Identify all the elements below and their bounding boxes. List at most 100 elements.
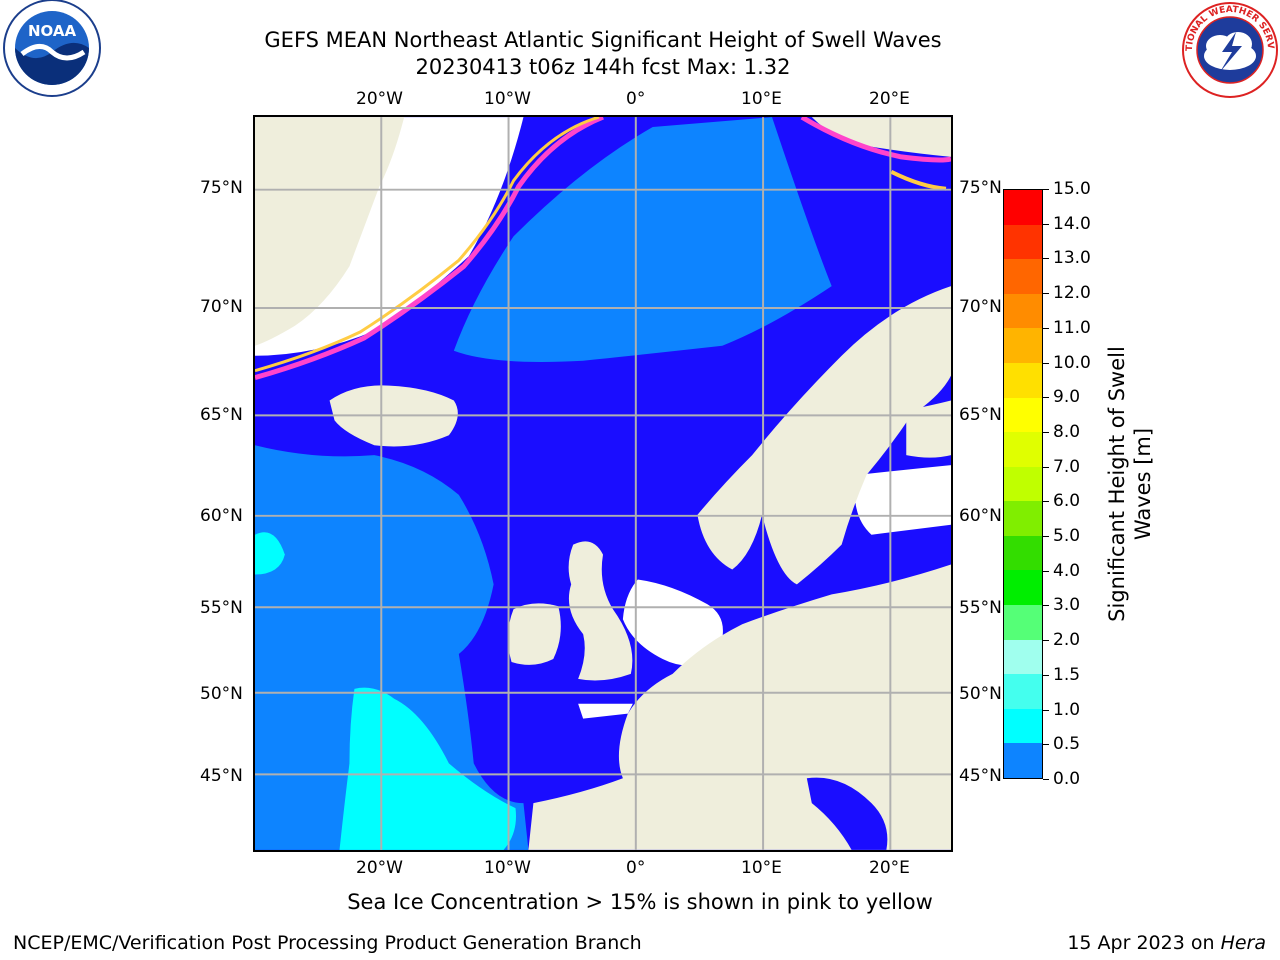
colorbar-tick-label: 0.0 [1053, 769, 1081, 789]
colorbar-segment [1004, 570, 1042, 607]
colorbar-segment [1004, 259, 1042, 295]
credit-text: NCEP/EMC/Verification Post Processing Pr… [13, 932, 642, 954]
colorbar-segment [1004, 535, 1042, 572]
colorbar-segment [1004, 190, 1042, 226]
colorbar-tick-label: 12.0 [1053, 283, 1091, 304]
continental-europe-land [528, 564, 951, 850]
lon-label-bottom-20e: 20°E [869, 858, 910, 878]
sea-ice-svalbard-edge [800, 117, 951, 163]
colorbar-tick-mark [1043, 362, 1049, 364]
colorbar-tick-mark [1043, 536, 1049, 538]
colorbar-tick-label: 0.5 [1053, 734, 1081, 755]
colorbar-label-line2: Waves [m] [1131, 427, 1155, 541]
colorbar-segment [1004, 293, 1042, 330]
nws-logo: NATIONAL WEATHER SERVICE [1176, 0, 1280, 100]
colorbar-segment [1004, 224, 1042, 261]
lat-label-right-70n: 70°N [959, 297, 1002, 317]
colorbar-segment [1004, 708, 1042, 745]
colorbar-tick-mark [1043, 744, 1049, 746]
lon-label-bottom-20w: 20°W [356, 858, 403, 878]
lon-label-top-10w: 10°W [484, 89, 531, 109]
colorbar-segment [1004, 743, 1042, 778]
lat-label-left-60n: 60°N [200, 506, 243, 526]
colorbar-segment [1004, 328, 1042, 364]
colorbar-tick-label: 11.0 [1053, 317, 1091, 338]
colorbar-segment [1004, 605, 1042, 641]
colorbar-tick-mark [1043, 327, 1049, 329]
sea-ice-svalbard-edge-outer [890, 170, 947, 191]
lat-label-right-75n: 75°N [959, 178, 1002, 198]
lat-label-left-70n: 70°N [200, 297, 243, 317]
map-panel [253, 115, 953, 852]
greenland-land [255, 117, 405, 346]
colorbar-tick-label: 7.0 [1053, 456, 1081, 477]
lat-label-left-45n: 45°N [200, 766, 243, 786]
wave-height-map [255, 117, 951, 850]
noaa-logo-text: NOAA [28, 22, 77, 40]
colorbar-tick-label: 8.0 [1053, 421, 1081, 442]
lat-label-left-55n: 55°N [200, 598, 243, 618]
baltic-no-data [854, 465, 951, 535]
colorbar-tick-mark [1043, 501, 1049, 503]
lat-label-left-50n: 50°N [200, 684, 243, 704]
colorbar-segment [1004, 466, 1042, 503]
lat-label-right-45n: 45°N [959, 766, 1002, 786]
colorbar-tick-mark [1043, 397, 1049, 399]
sea-ice-greenland-edge-outer [255, 117, 600, 373]
colorbar-tick-mark [1043, 640, 1049, 642]
colorbar-tick-label: 13.0 [1053, 248, 1091, 269]
date-text: 15 Apr 2023 on [1067, 932, 1221, 954]
lat-label-left-65n: 65°N [200, 405, 243, 425]
colorbar-segment [1004, 432, 1042, 468]
ocean-high-field [339, 687, 516, 850]
colorbar-tick-mark [1043, 709, 1049, 711]
host-text: Hera [1220, 932, 1266, 954]
lon-label-bottom-10e: 10°E [741, 858, 782, 878]
lat-label-right-65n: 65°N [959, 405, 1002, 425]
sea-ice-note: Sea Ice Concentration > 15% is shown in … [347, 890, 933, 914]
colorbar-tick-mark [1043, 570, 1049, 572]
colorbar-tick-mark [1043, 223, 1049, 225]
svalbard-land [811, 117, 951, 157]
lon-label-top-20e: 20°E [869, 89, 910, 109]
colorbar [1003, 189, 1043, 779]
map-title: GEFS MEAN Northeast Atlantic Significant… [264, 28, 942, 52]
lat-label-right-50n: 50°N [959, 684, 1002, 704]
colorbar-tick-label: 4.0 [1053, 560, 1081, 581]
lat-label-left-75n: 75°N [200, 178, 243, 198]
colorbar-tick-label: 2.0 [1053, 630, 1081, 651]
colorbar-tick-label: 14.0 [1053, 213, 1091, 234]
lon-label-top-10e: 10°E [741, 89, 782, 109]
colorbar-segment [1004, 674, 1042, 710]
lon-label-bottom-0: 0° [626, 858, 646, 878]
ireland-land [507, 603, 561, 665]
sea-ice-greenland-edge [255, 117, 604, 381]
colorbar-tick-mark [1043, 431, 1049, 433]
colorbar-tick-mark [1043, 605, 1049, 607]
colorbar-segment [1004, 639, 1042, 676]
colorbar-label-line1: Significant Height of Swell [1105, 346, 1129, 622]
colorbar-tick-mark [1043, 674, 1049, 676]
colorbar-segment [1004, 397, 1042, 434]
colorbar-tick-label: 3.0 [1053, 595, 1081, 616]
colorbar-tick-label: 15.0 [1053, 179, 1091, 199]
scandinavia-land [697, 286, 951, 585]
colorbar-tick-mark [1043, 293, 1049, 295]
colorbar-tick-label: 10.0 [1053, 352, 1091, 373]
colorbar-tick-label: 1.5 [1053, 664, 1081, 685]
graticule [255, 117, 951, 850]
ocean-mid-field-south [255, 445, 529, 850]
italy-land [806, 777, 888, 850]
colorbar-tick-mark [1043, 466, 1049, 468]
lon-label-bottom-10w: 10°W [484, 858, 531, 878]
colorbar-tick-label: 5.0 [1053, 526, 1081, 547]
lat-label-right-60n: 60°N [959, 506, 1002, 526]
nws-logo-icon: NATIONAL WEATHER SERVICE [1176, 0, 1278, 98]
colorbar-tick-label: 9.0 [1053, 387, 1081, 408]
map-subtitle: 20230413 t06z 144h fcst Max: 1.32 [415, 55, 791, 79]
lon-label-top-0: 0° [626, 89, 646, 109]
colorbar-tick-labels: 15.0 14.0 13.0 12.0 11.0 10.0 9.0 8.0 7.0 6.0 5.0 4… [1043, 179, 1103, 789]
colorbar-tick-mark [1043, 258, 1049, 260]
colorbar-tick-mark [1043, 189, 1049, 190]
colorbar-tick-label: 6.0 [1053, 491, 1081, 512]
